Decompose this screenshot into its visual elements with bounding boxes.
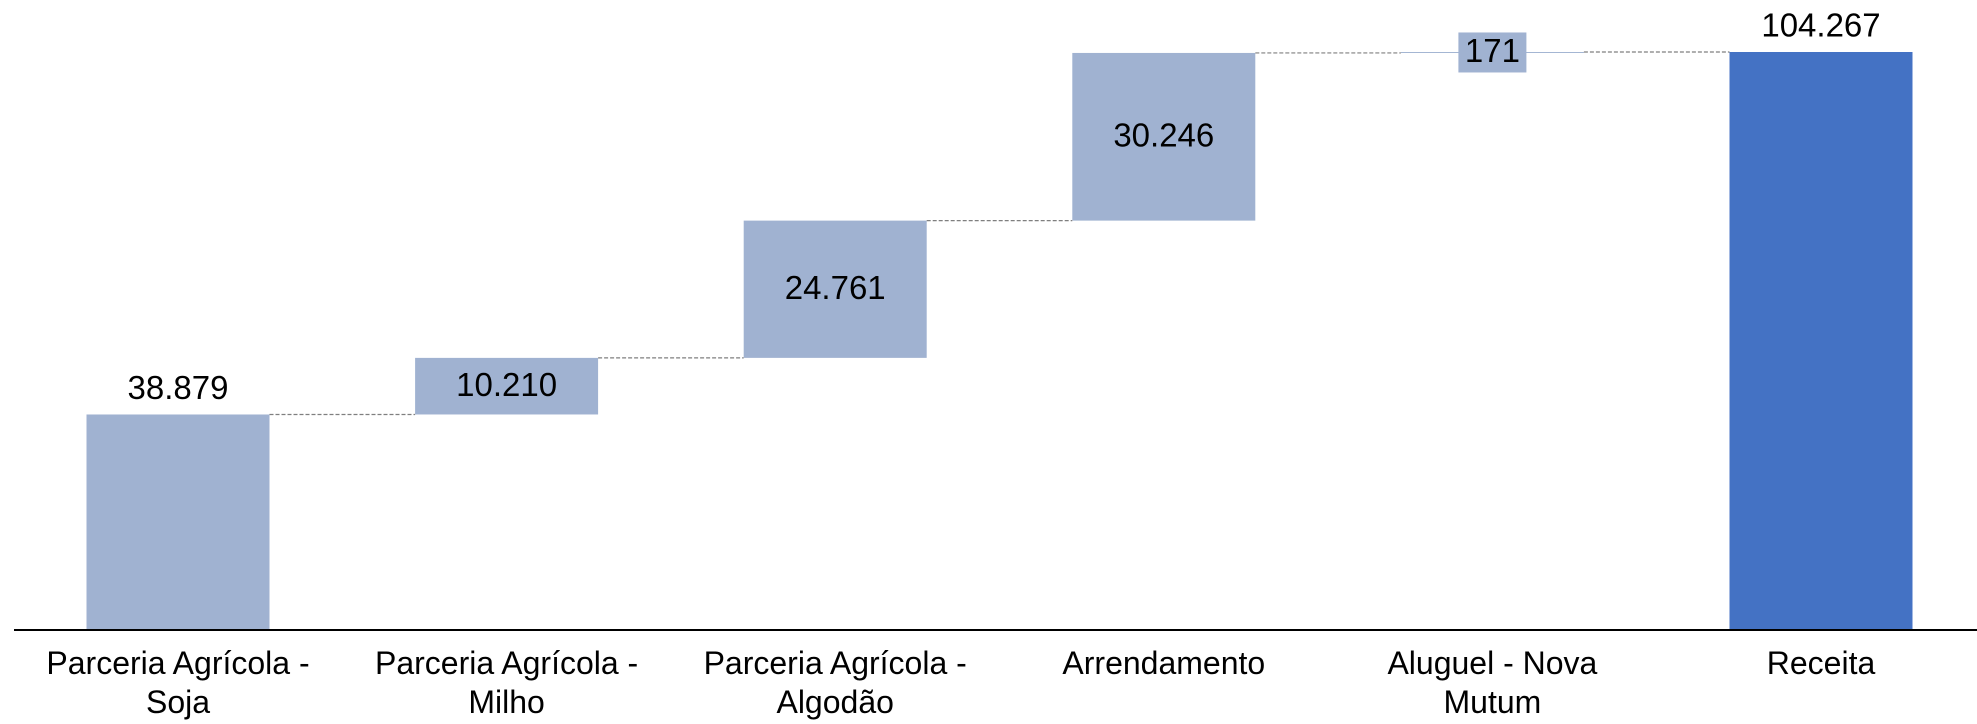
bar	[86, 414, 270, 630]
bar	[1729, 52, 1913, 630]
data-label: 30.246	[1113, 117, 1214, 154]
x-tick-label: Aluguel - Nova Mutum	[1387, 645, 1598, 720]
data-label: 10.210	[456, 366, 557, 403]
x-tick-label: Receita	[1766, 645, 1876, 681]
data-label: 24.761	[785, 269, 886, 306]
data-label: 104.267	[1761, 7, 1880, 44]
data-label: 38.879	[128, 369, 229, 406]
label-box	[1458, 32, 1527, 73]
data-label: 171	[1465, 32, 1520, 69]
bar	[743, 220, 927, 358]
bar	[415, 357, 599, 415]
x-tick-label: Parceria Agrícola - Soja	[46, 645, 310, 720]
chart: 38.879 10.210 24.761 30.246 171 104.267	[14, 7, 1977, 631]
x-tick-label: Parceria Agrícola - Algodão	[703, 645, 967, 720]
bar	[1072, 52, 1256, 221]
x-tick-label: Arrendamento	[1062, 645, 1266, 681]
x-tick-label: Parceria Agrícola - Milho	[374, 645, 639, 720]
